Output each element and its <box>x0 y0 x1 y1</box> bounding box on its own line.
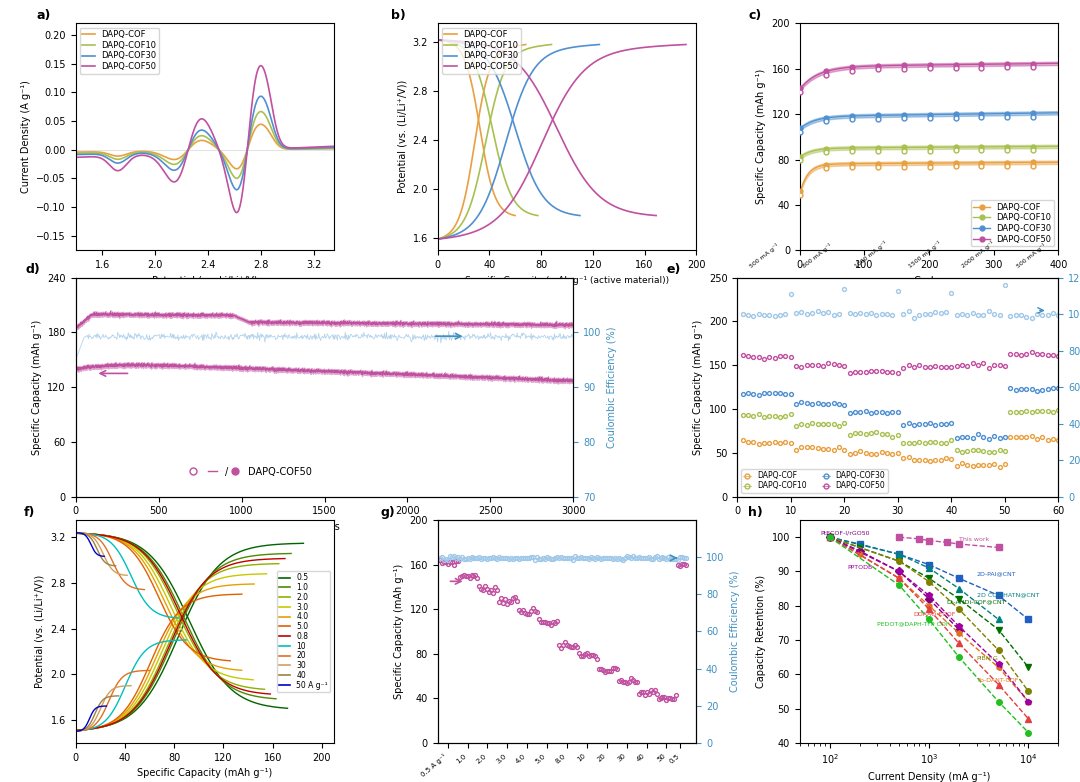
Y-axis label: Specific Capacity (mAh g⁻¹): Specific Capacity (mAh g⁻¹) <box>756 70 766 204</box>
Y-axis label: Specific Capacity (mAh g⁻¹): Specific Capacity (mAh g⁻¹) <box>394 564 404 699</box>
Text: DDAAQ-ECOF: DDAAQ-ECOF <box>914 611 956 616</box>
Text: PtECOF-I/rGO50: PtECOF-I/rGO50 <box>820 530 869 536</box>
Text: Dt-ANDi-COF@CNT: Dt-ANDi-COF@CNT <box>946 599 1007 604</box>
Text: d): d) <box>26 264 41 276</box>
Y-axis label: Coulombic Efficiency (%): Coulombic Efficiency (%) <box>607 326 617 448</box>
X-axis label: Cycles: Cycles <box>882 522 914 532</box>
Text: f): f) <box>24 506 36 518</box>
X-axis label: Specific Capacity (mAh g⁻¹ (active material)): Specific Capacity (mAh g⁻¹ (active mater… <box>464 275 670 285</box>
Y-axis label: Specific Capacity (mAh g⁻¹): Specific Capacity (mAh g⁻¹) <box>693 320 703 454</box>
Text: a): a) <box>37 9 51 22</box>
Text: 1500 mA g⁻¹: 1500 mA g⁻¹ <box>907 240 942 269</box>
Text: c): c) <box>748 9 761 22</box>
Legend: 0.5, 1.0, 2.0, 3.0, 4.0, 5.0, 0.8, 10, 20, 30, 40, 50 A g⁻¹: 0.5, 1.0, 2.0, 3.0, 4.0, 5.0, 0.8, 10, 2… <box>276 571 330 692</box>
Y-axis label: Capacity Retention (%): Capacity Retention (%) <box>756 575 766 688</box>
Y-axis label: Potential (vs. (Li/Li⁺/V)): Potential (vs. (Li/Li⁺/V)) <box>397 81 407 193</box>
Text: 500 mA g⁻¹: 500 mA g⁻¹ <box>1015 242 1048 269</box>
Text: PPTODB: PPTODB <box>847 565 873 570</box>
Legend: DAPQ-COF, DAPQ-COF10, DAPQ-COF30, DAPQ-COF50: DAPQ-COF, DAPQ-COF10, DAPQ-COF30, DAPQ-C… <box>741 469 888 493</box>
Y-axis label: Specific Capacity (mAh g⁻¹): Specific Capacity (mAh g⁻¹) <box>31 320 42 454</box>
Legend: DAPQ-COF, DAPQ-COF10, DAPQ-COF30, DAPQ-COF50: DAPQ-COF, DAPQ-COF10, DAPQ-COF30, DAPQ-C… <box>442 27 522 74</box>
Text: PIBN-G: PIBN-G <box>976 655 998 661</box>
Legend: , /, DAPQ-COF50: , /, DAPQ-COF50 <box>185 463 315 481</box>
X-axis label: Potential (vs. Li/Li⁺/V): Potential (vs. Li/Li⁺/V) <box>152 275 258 285</box>
Text: 2D COF-HATN@CNT: 2D COF-HATN@CNT <box>976 592 1039 597</box>
Text: 1000 mA g⁻¹: 1000 mA g⁻¹ <box>853 240 889 269</box>
Legend: DAPQ-COF, DAPQ-COF10, DAPQ-COF30, DAPQ-COF50: DAPQ-COF, DAPQ-COF10, DAPQ-COF30, DAPQ-C… <box>971 200 1054 246</box>
X-axis label: Cycles: Cycles <box>309 522 340 532</box>
Y-axis label: Potential (vs. (Li/Li⁺/V)): Potential (vs. (Li/Li⁺/V)) <box>35 575 45 688</box>
X-axis label: Current Density (mA g⁻¹): Current Density (mA g⁻¹) <box>868 772 990 782</box>
Text: e): e) <box>666 264 680 276</box>
Text: 2D-PAI@CNT: 2D-PAI@CNT <box>976 572 1016 576</box>
Y-axis label: Current Density (A g⁻¹): Current Density (A g⁻¹) <box>21 81 30 193</box>
Legend: DAPQ-COF, DAPQ-COF10, DAPQ-COF30, DAPQ-COF50: DAPQ-COF, DAPQ-COF10, DAPQ-COF30, DAPQ-C… <box>80 27 159 74</box>
Y-axis label: Coulombic Efficiency (%): Coulombic Efficiency (%) <box>730 571 740 692</box>
X-axis label: Specific Capacity (mAh g⁻¹): Specific Capacity (mAh g⁻¹) <box>137 768 272 778</box>
Text: This work: This work <box>959 537 989 542</box>
Text: 800 mA g⁻¹: 800 mA g⁻¹ <box>801 242 834 269</box>
Text: 500 mA g⁻¹: 500 mA g⁻¹ <box>748 242 780 269</box>
Text: Tp-DANT-COF: Tp-DANT-COF <box>976 678 1018 683</box>
Text: PEDOT@DAPH-TFP COF: PEDOT@DAPH-TFP COF <box>877 622 949 626</box>
X-axis label: Cycles: Cycles <box>914 275 945 285</box>
Text: g): g) <box>381 506 395 518</box>
Text: b): b) <box>391 9 406 22</box>
Text: 2000 mA g⁻¹: 2000 mA g⁻¹ <box>960 239 996 269</box>
Text: h): h) <box>748 506 762 518</box>
